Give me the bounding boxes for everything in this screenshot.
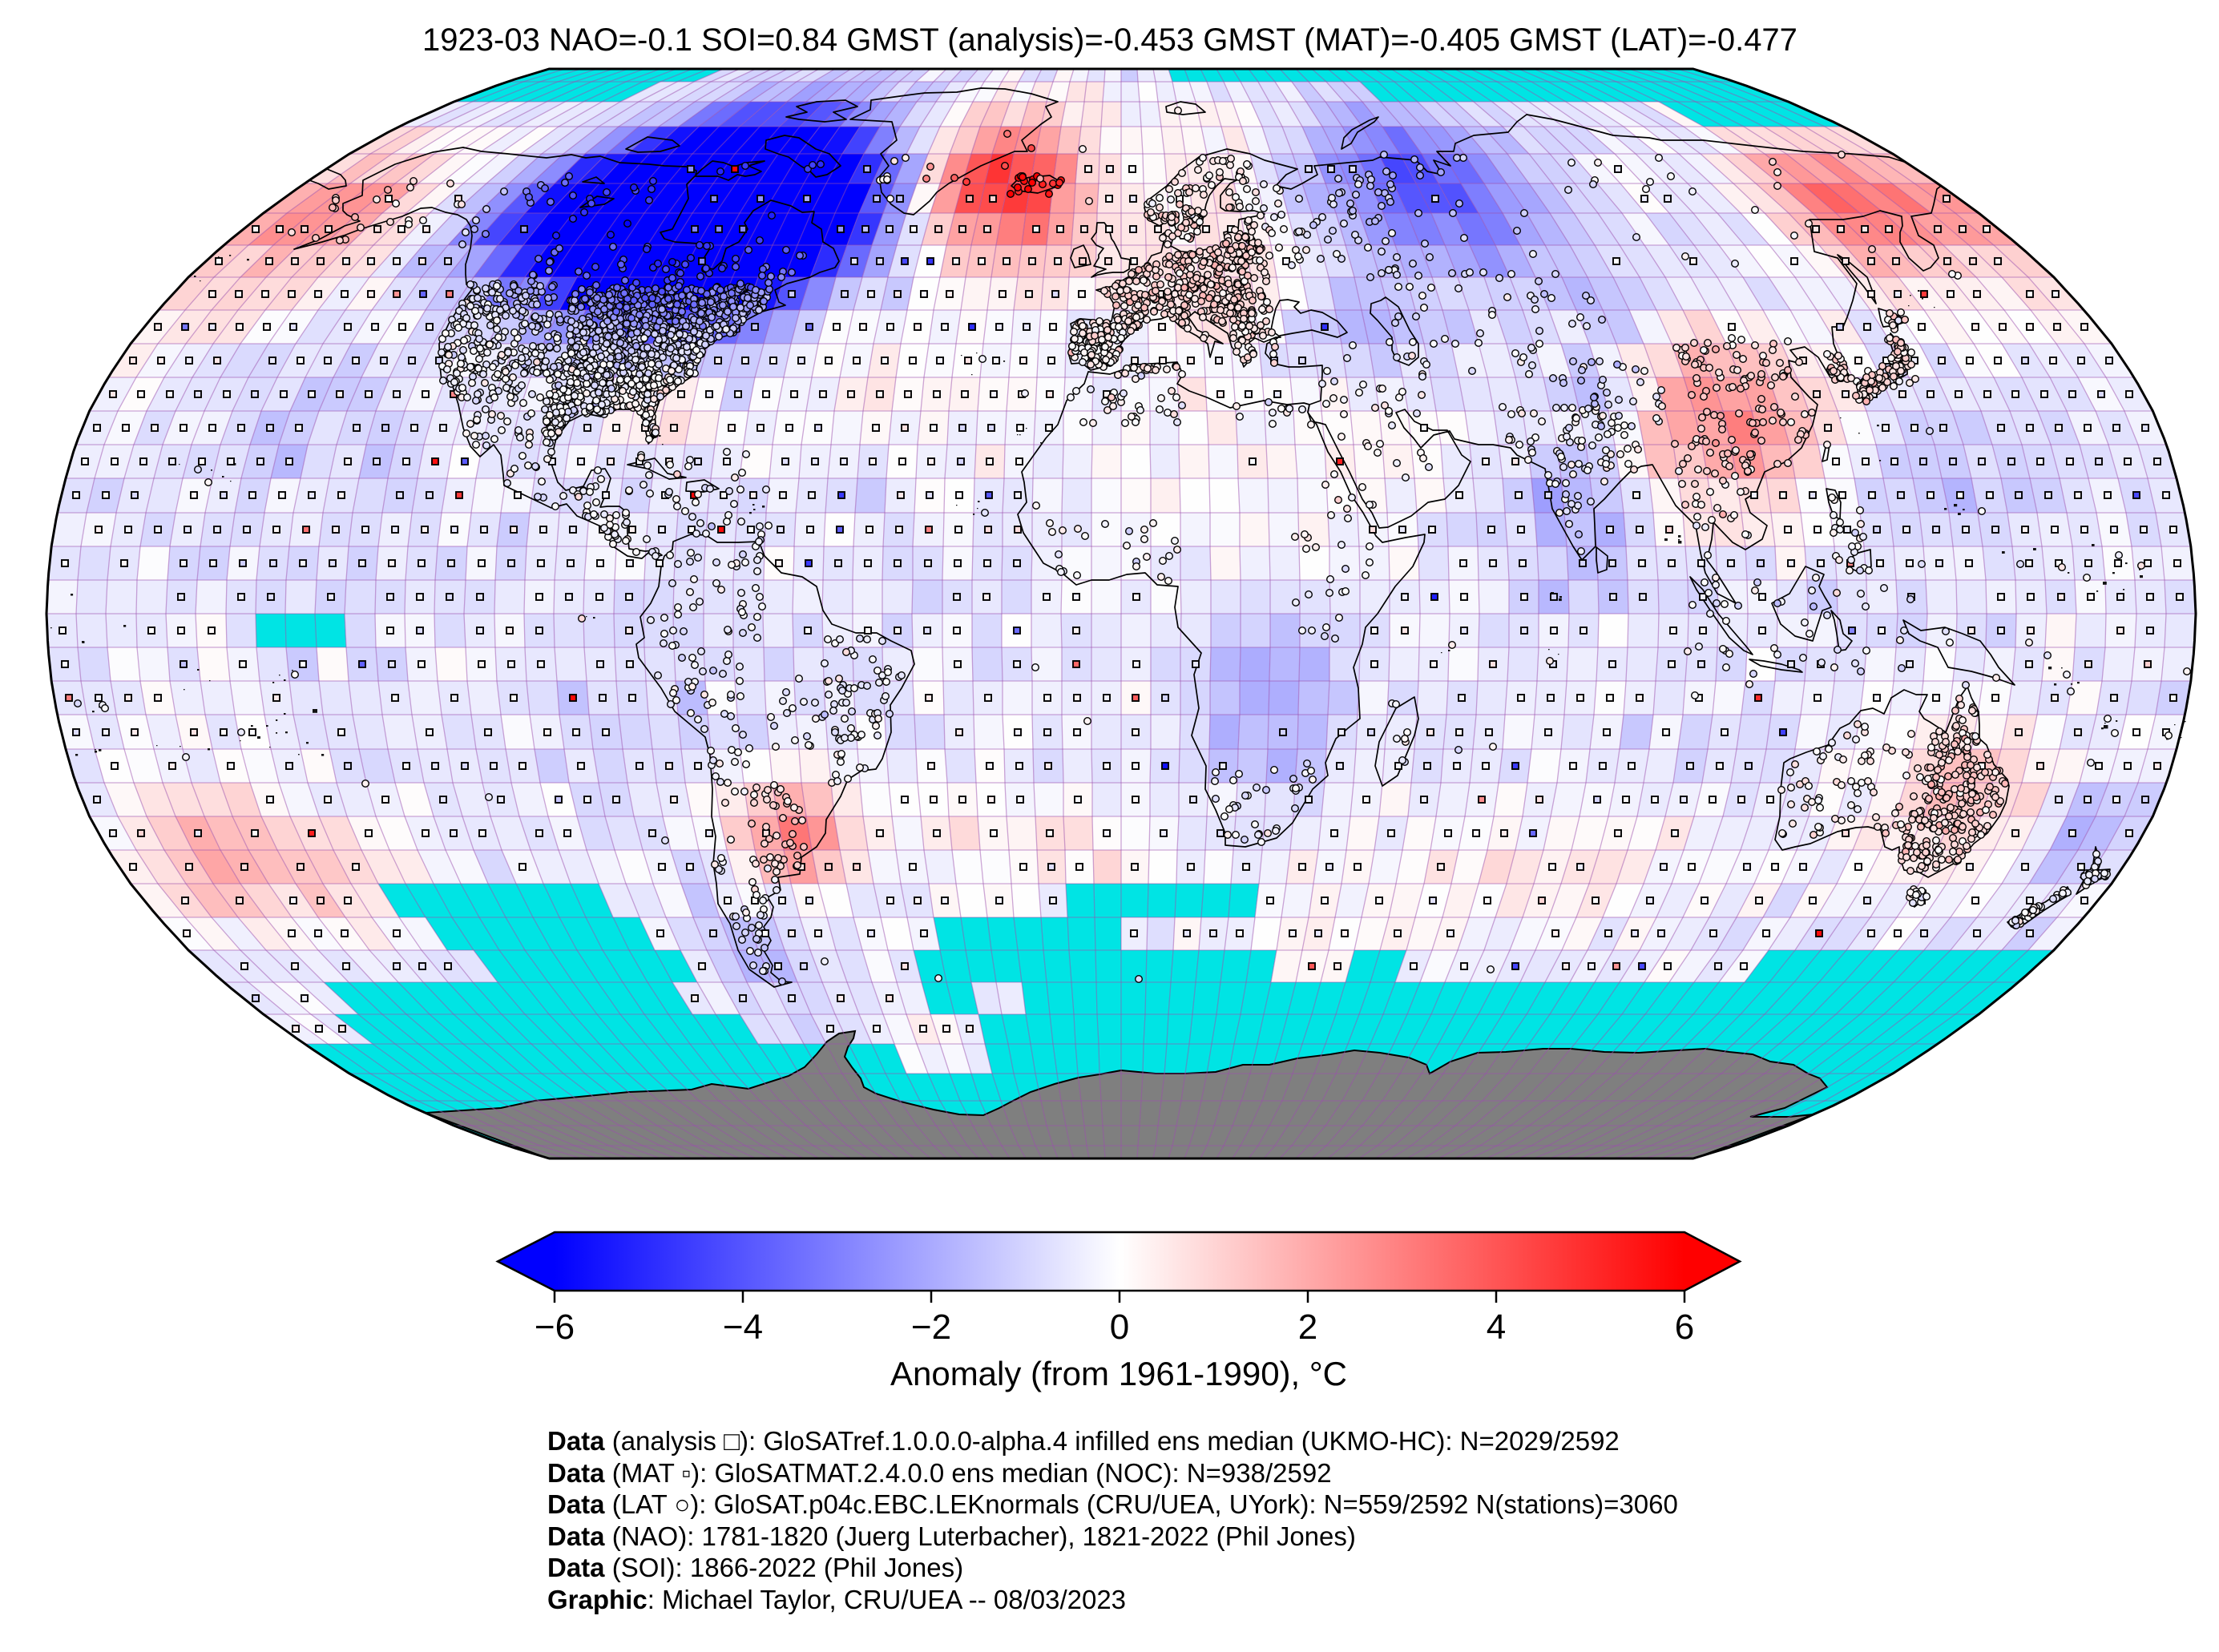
svg-text:Data (MAT ▫): GloSATMAT.2.4.0.: Data (MAT ▫): GloSATMAT.2.4.0.0 ens medi… (547, 1458, 1332, 1488)
svg-text:Data (SOI): 1866-2022 (Phil Jo: Data (SOI): 1866-2022 (Phil Jones) (547, 1553, 963, 1582)
svg-text:2: 2 (1298, 1307, 1317, 1347)
svg-text:−2: −2 (911, 1307, 951, 1347)
svg-text:−6: −6 (535, 1307, 575, 1347)
svg-text:−4: −4 (723, 1307, 763, 1347)
svg-text:0: 0 (1110, 1307, 1129, 1347)
svg-text:Data (LAT ○): GloSAT.p04c.EBC.: Data (LAT ○): GloSAT.p04c.EBC.LEKnormals… (547, 1489, 1678, 1519)
svg-text:Data (NAO): 1781-1820 (Juerg L: Data (NAO): 1781-1820 (Juerg Luterbacher… (547, 1521, 1356, 1551)
svg-text:6: 6 (1675, 1307, 1694, 1347)
svg-text:4: 4 (1487, 1307, 1506, 1347)
svg-text:1923-03 NAO=-0.1 SOI=0.84 GMST: 1923-03 NAO=-0.1 SOI=0.84 GMST (analysis… (422, 22, 1797, 58)
svg-text:Graphic: Michael Taylor, CRU/U: Graphic: Michael Taylor, CRU/UEA -- 08/0… (547, 1585, 1126, 1614)
svg-text:Data (analysis □): GloSATref.1: Data (analysis □): GloSATref.1.0.0.0-alp… (547, 1426, 1620, 1456)
svg-text:Anomaly (from 1961-1990), °C: Anomaly (from 1961-1990), °C (890, 1355, 1347, 1392)
